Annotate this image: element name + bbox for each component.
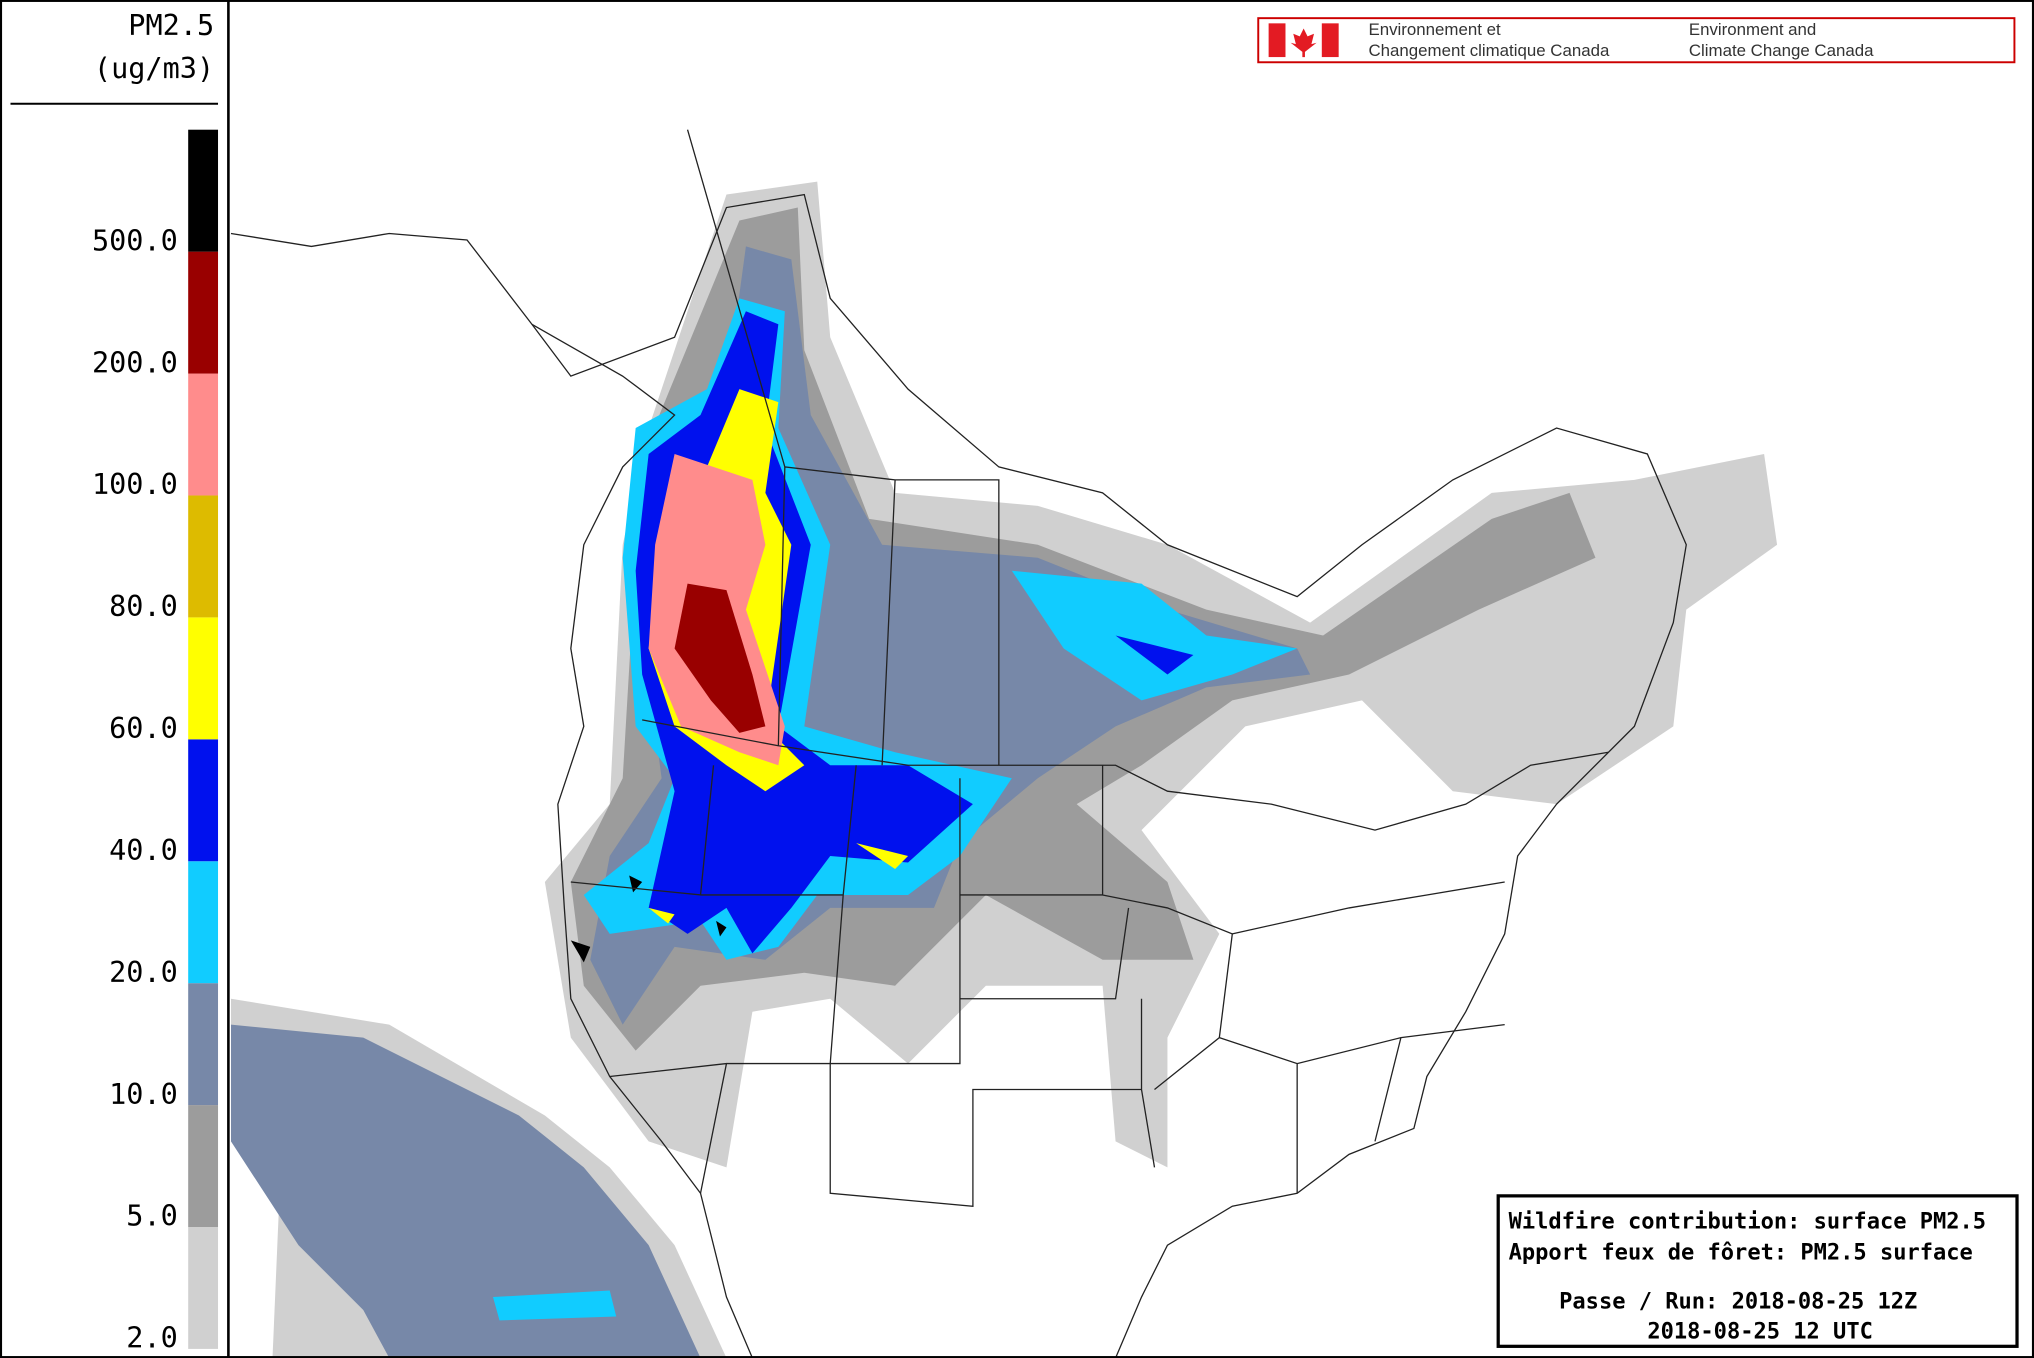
colorbar-segment	[188, 739, 219, 862]
colorbar: 2.0 5.0 10.0 20.0 40.0 60.0 80.0 100.0 200.0 500.…	[92, 129, 219, 1355]
colorbar-label: 500.0	[92, 224, 178, 257]
colorbar-segment	[188, 373, 219, 496]
logo-box	[1257, 17, 2016, 64]
smoke-slate	[230, 1024, 701, 1358]
colorbar-segment	[188, 495, 219, 618]
info-text: Passe / Run: 2018-08-25 12Z	[1559, 1290, 1917, 1315]
logo-text: Climate Change Canada	[1689, 41, 1874, 60]
colorbar-segment	[188, 1105, 219, 1227]
colorbar-label: 2.0	[126, 1322, 178, 1355]
info-text: Wildfire contribution: surface PM2.5	[1509, 1209, 1987, 1234]
info-text: 2018-08-25 12 UTC	[1647, 1320, 1873, 1345]
legend-units: (ug/m3)	[94, 52, 214, 85]
colorbar-label: 20.0	[109, 956, 178, 989]
colorbar-label: 100.0	[92, 468, 178, 501]
flag-band	[1321, 23, 1339, 58]
logo-text: Environnement et	[1368, 20, 1500, 39]
smoke-blue	[635, 311, 1194, 954]
smoke-black	[570, 875, 727, 963]
info-box: Wildfire contribution: surface PM2.5 App…	[1496, 1194, 2019, 1348]
info-text: Apport feux de fôret: PM2.5 surface	[1509, 1240, 1973, 1265]
flag-band	[1268, 23, 1286, 58]
info-frame	[1496, 1194, 2019, 1348]
colorbar-label: 40.0	[109, 834, 178, 867]
colorbar-label: 60.0	[109, 712, 178, 745]
logo: Environnement et Changement climatique C…	[1257, 17, 2016, 64]
legend-title: PM2.5	[128, 9, 214, 42]
colorbar-segment	[188, 251, 219, 374]
boundaries	[230, 129, 1687, 1358]
colorbar-segment	[188, 983, 219, 1106]
colorbar-segment	[188, 861, 219, 984]
smoke-cyan	[492, 1290, 617, 1321]
colorbar-label: 200.0	[92, 346, 178, 379]
colorbar-segment	[188, 617, 219, 740]
maple-leaf	[1290, 28, 1317, 58]
logo-text: Environment and	[1689, 20, 1816, 39]
colorbar-label: 5.0	[126, 1200, 178, 1233]
colorbar-segment	[188, 1226, 219, 1349]
logo-text: Changement climatique Canada	[1368, 41, 1609, 60]
colorbar-label: 80.0	[109, 590, 178, 623]
colorbar-label: 10.0	[109, 1078, 178, 1111]
map	[230, 129, 1778, 1358]
smoke-darkred	[674, 583, 766, 733]
colorbar-segment	[188, 129, 219, 252]
